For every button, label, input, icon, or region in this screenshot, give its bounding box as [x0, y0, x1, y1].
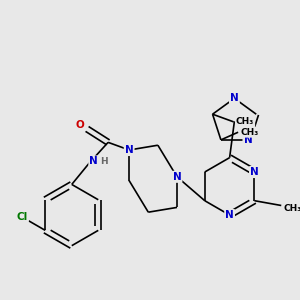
Text: CH₃: CH₃: [241, 128, 259, 137]
Text: N: N: [250, 167, 259, 177]
Text: N: N: [244, 135, 252, 145]
Text: N: N: [230, 93, 239, 103]
Text: N: N: [172, 172, 182, 182]
Text: N: N: [125, 145, 134, 155]
Text: O: O: [76, 120, 85, 130]
Text: CH₃: CH₃: [284, 204, 300, 213]
Text: N: N: [225, 210, 234, 220]
Text: CH₃: CH₃: [236, 117, 254, 126]
Text: H: H: [100, 157, 108, 166]
Text: N: N: [89, 157, 98, 166]
Text: Cl: Cl: [16, 212, 28, 222]
